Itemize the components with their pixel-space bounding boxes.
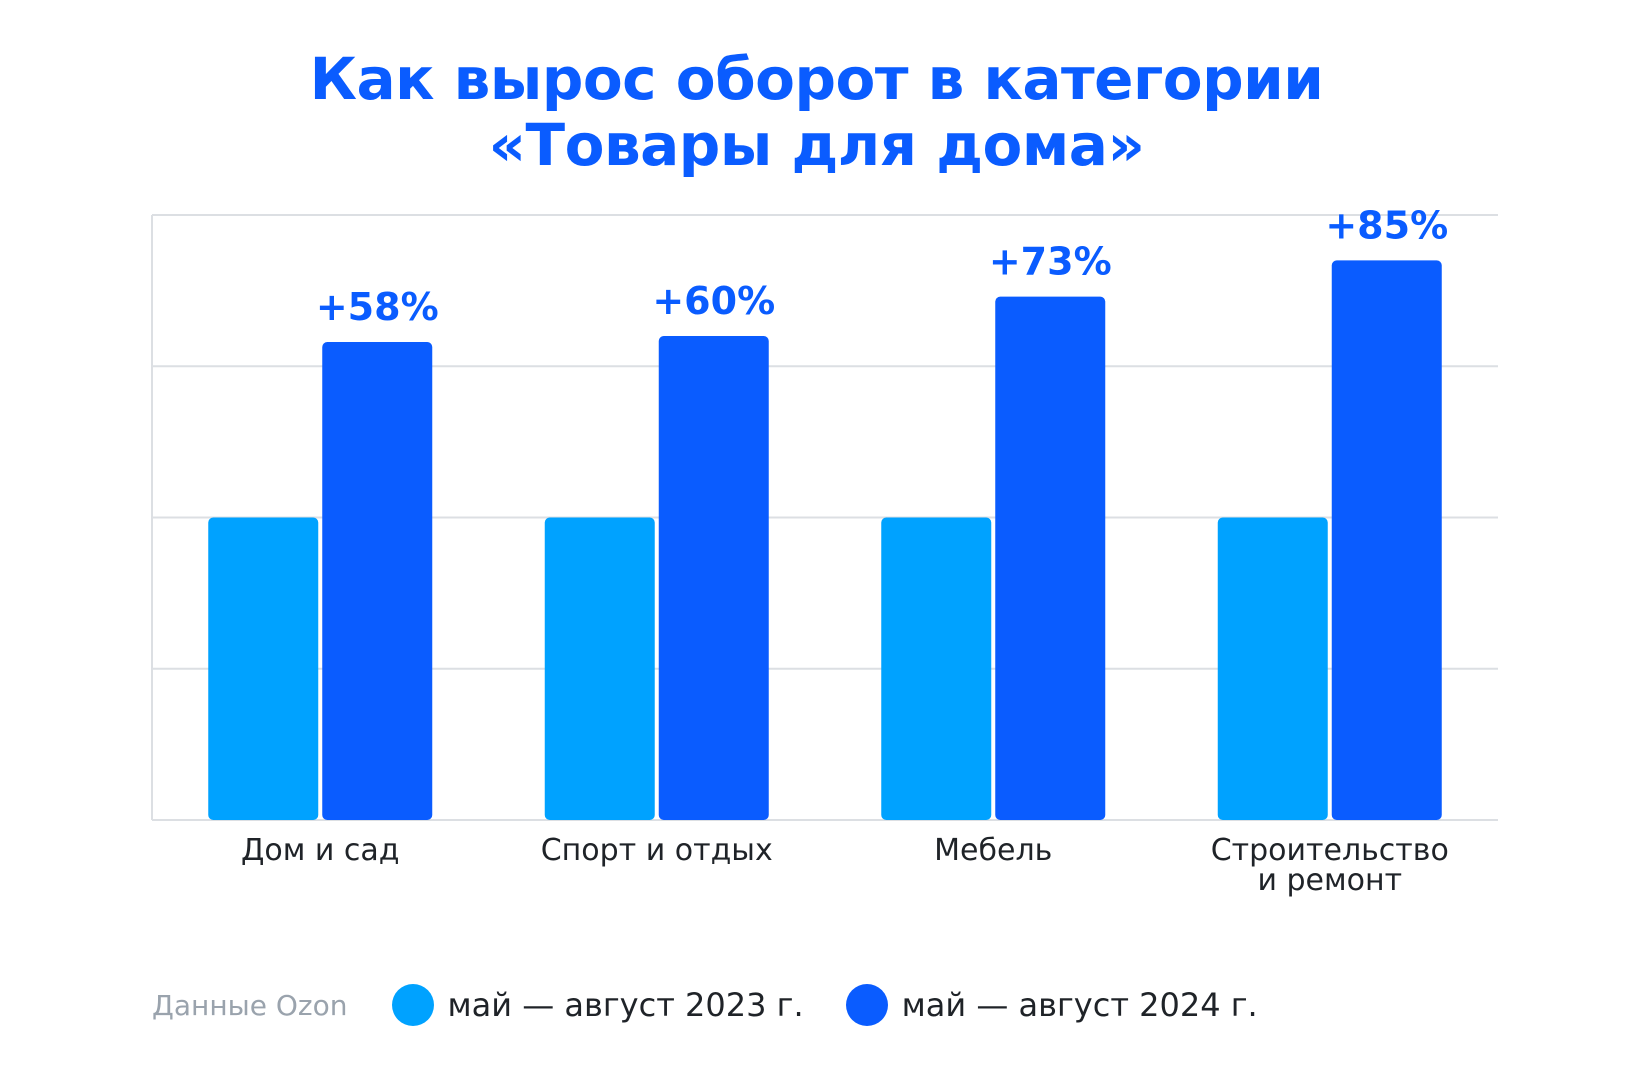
data-label-3: +85% xyxy=(1325,203,1448,247)
data-label-2: +73% xyxy=(989,240,1112,284)
bar-2023-3 xyxy=(1217,517,1328,820)
x-tick-label-2: Мебель xyxy=(934,833,1052,868)
legend-label-2023: май — август 2023 г. xyxy=(447,986,804,1024)
data-source-label: Данные Ozon xyxy=(152,988,348,1022)
data-label-0: +58% xyxy=(316,285,439,329)
bar-2023-0 xyxy=(208,517,319,820)
bar-2024-0 xyxy=(322,342,433,820)
bar-2024-1 xyxy=(658,336,769,820)
x-tick-label-3-0: Строительство xyxy=(1211,833,1449,868)
x-tick-label-1: Спорт и отдых xyxy=(541,833,773,868)
bar-2024-3 xyxy=(1331,260,1442,820)
chart-title-line-2: «Товары для дома» xyxy=(488,111,1145,179)
legend-label-2024: май — август 2024 г. xyxy=(901,986,1258,1024)
data-label-1: +60% xyxy=(652,279,775,323)
legend-item-2024: май — август 2024 г. xyxy=(845,984,1258,1026)
x-tick-label-0: Дом и сад xyxy=(241,833,400,868)
chart-title: Как вырос оборот в категории «Товары для… xyxy=(0,46,1633,178)
bar-2023-2 xyxy=(881,517,992,820)
x-tick-label-3-1: и ремонт xyxy=(1257,863,1402,898)
legend: Данные Ozon май — август 2023 г. май — а… xyxy=(152,980,1300,1030)
bar-chart: +58% Дом и сад +60% Спорт и отдых +73% Мебель… xyxy=(151,203,1498,898)
legend-swatch-2023 xyxy=(391,984,434,1026)
bar-2024-2 xyxy=(995,296,1106,820)
bar-2023-1 xyxy=(544,517,655,820)
legend-item-2023: май — август 2023 г. xyxy=(391,984,804,1026)
chart-title-line-1: Как вырос оборот в категории xyxy=(309,45,1324,113)
legend-swatch-2024 xyxy=(845,984,888,1026)
